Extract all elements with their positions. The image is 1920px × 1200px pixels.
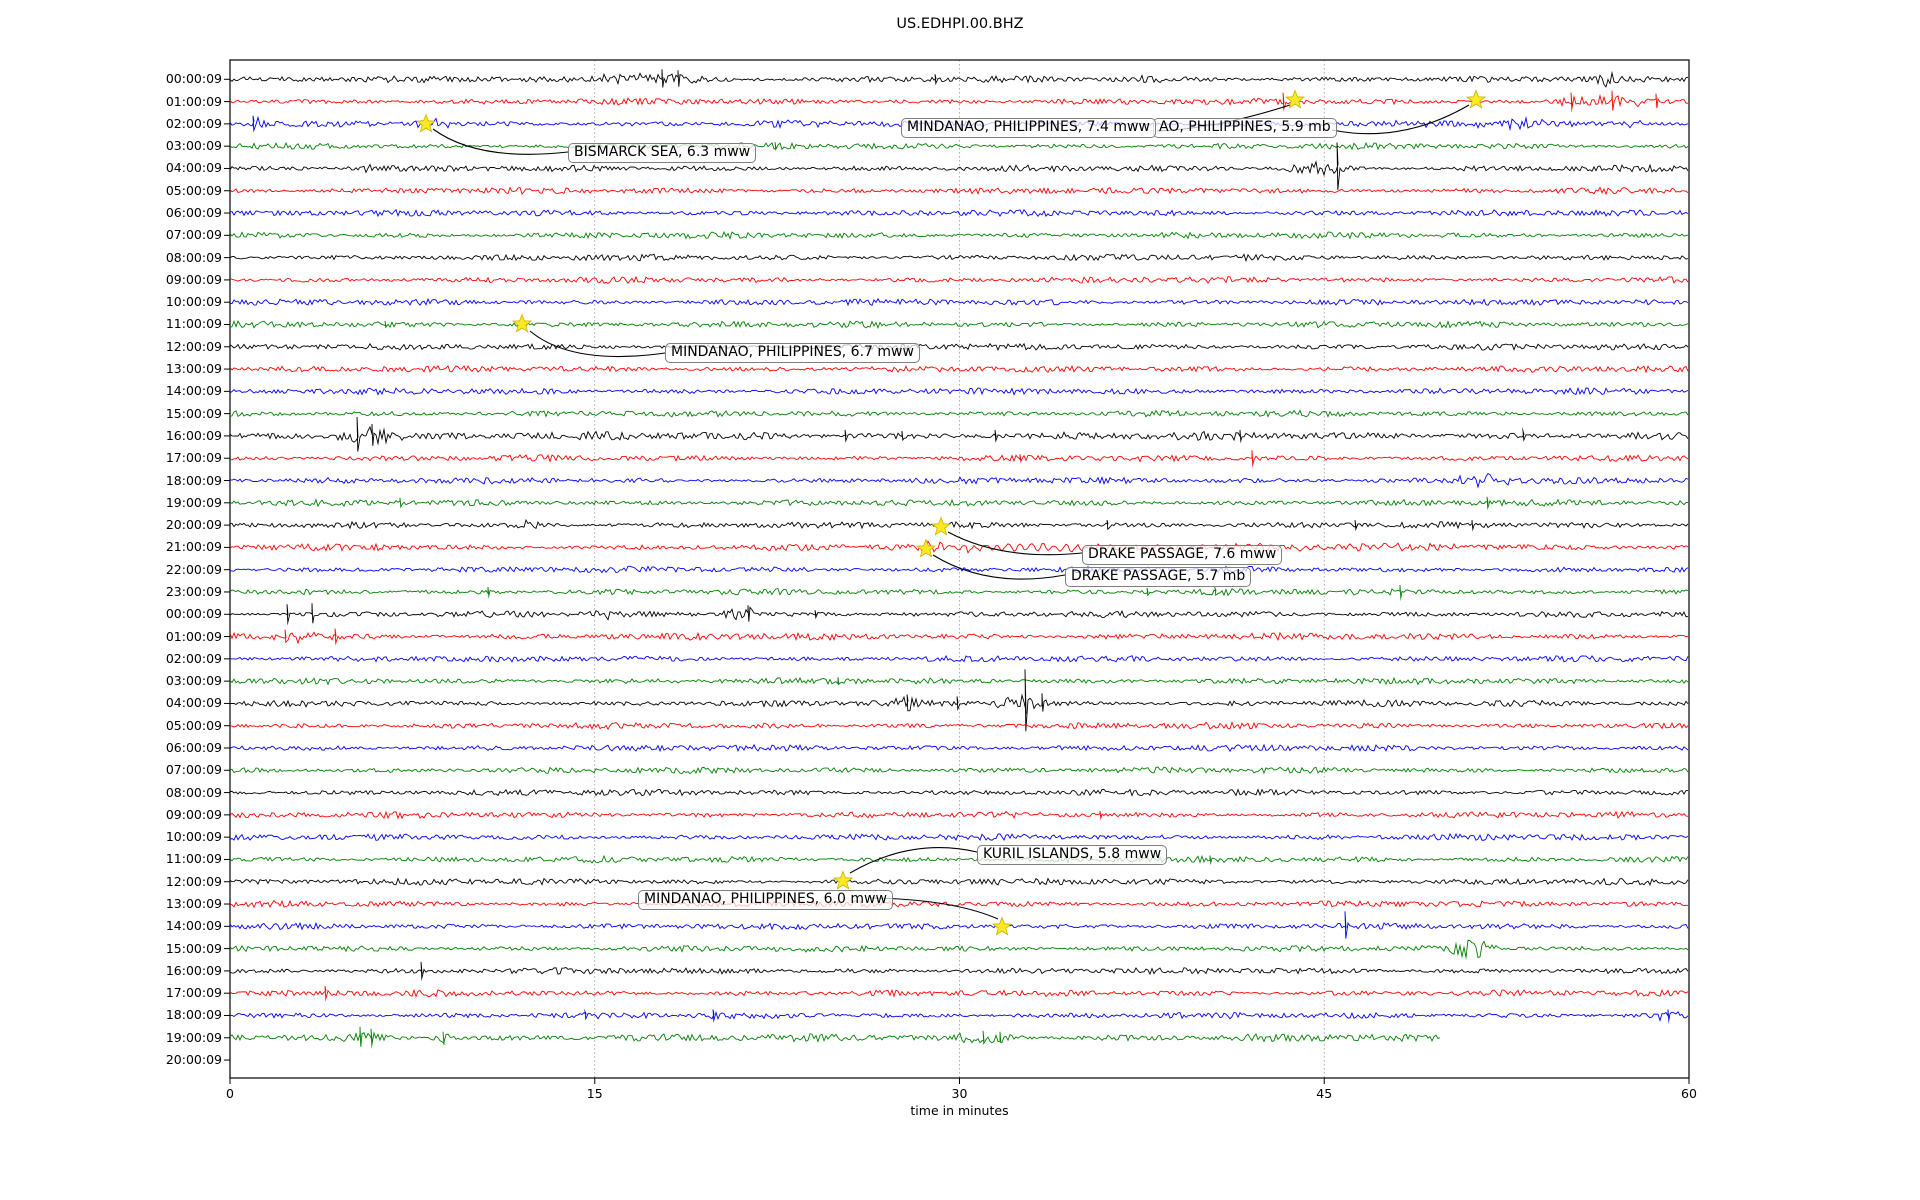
y-tick-label: 10:00:09 <box>165 829 222 845</box>
y-tick-label: 11:00:09 <box>165 316 222 332</box>
y-tick-label: 04:00:09 <box>165 695 222 711</box>
y-tick-label: 20:00:09 <box>165 1052 222 1068</box>
y-tick-label: 01:00:09 <box>165 93 222 109</box>
event-star-icon <box>1465 89 1487 109</box>
event-annotation: MINDANAO, PHILIPPINES, 6.7 mww <box>665 343 920 363</box>
event-annotation: KURIL ISLANDS, 5.8 mww <box>977 845 1168 865</box>
chart-title: US.EDHPI.00.BHZ <box>896 16 1024 32</box>
x-tick-label: 15 <box>586 1086 603 1101</box>
y-tick-label: 04:00:09 <box>165 160 222 176</box>
y-tick-label: 11:00:09 <box>165 851 222 867</box>
y-tick-label: 19:00:09 <box>165 1029 222 1045</box>
event-star-icon <box>511 313 533 333</box>
y-tick-label: 10:00:09 <box>165 294 222 310</box>
event-connector <box>1331 104 1470 135</box>
y-tick-label: 00:00:09 <box>165 71 222 87</box>
event-star-icon <box>415 113 437 133</box>
event-annotation: AO, PHILIPPINES, 5.9 mb <box>1153 118 1337 138</box>
y-tick-label: 18:00:09 <box>165 472 222 488</box>
y-tick-label: 09:00:09 <box>165 271 222 287</box>
x-tick-label: 30 <box>951 1086 968 1101</box>
event-star-icon <box>832 870 854 890</box>
y-tick-label: 17:00:09 <box>165 450 222 466</box>
event-annotation: BISMARCK SEA, 6.3 mww <box>568 143 757 163</box>
y-tick-label: 18:00:09 <box>165 1007 222 1023</box>
y-tick-label: 08:00:09 <box>165 249 222 265</box>
x-axis-label: time in minutes <box>910 1103 1009 1118</box>
y-tick-label: 17:00:09 <box>165 985 222 1001</box>
y-tick-label: 16:00:09 <box>165 427 222 443</box>
y-tick-label: 06:00:09 <box>165 205 222 221</box>
y-tick-label: 08:00:09 <box>165 784 222 800</box>
y-tick-label: 12:00:09 <box>165 338 222 354</box>
event-connector <box>947 531 1083 556</box>
x-tick-label: 45 <box>1316 1086 1333 1101</box>
y-tick-label: 21:00:09 <box>165 539 222 555</box>
y-tick-label: 09:00:09 <box>165 806 222 822</box>
x-tick-label: 0 <box>226 1086 234 1101</box>
y-tick-label: 02:00:09 <box>165 115 222 131</box>
event-star-icon <box>915 538 937 558</box>
y-tick-label: 00:00:09 <box>165 606 222 622</box>
y-tick-label: 23:00:09 <box>165 583 222 599</box>
x-tick-label: 60 <box>1681 1086 1697 1101</box>
y-tick-label: 20:00:09 <box>165 517 222 533</box>
y-tick-label: 07:00:09 <box>165 227 222 243</box>
y-tick-label: 14:00:09 <box>165 918 222 934</box>
y-tick-label: 22:00:09 <box>165 561 222 577</box>
y-tick-label: 15:00:09 <box>165 940 222 956</box>
event-star-icon <box>1284 89 1306 109</box>
y-tick-label: 13:00:09 <box>165 361 222 377</box>
y-tick-label: 19:00:09 <box>165 494 222 510</box>
y-tick-label: 13:00:09 <box>165 896 222 912</box>
y-tick-label: 05:00:09 <box>165 182 222 198</box>
y-tick-label: 03:00:09 <box>165 138 222 154</box>
event-annotation: MINDANAO, PHILIPPINES, 7.4 mww <box>901 118 1156 138</box>
event-star-icon <box>930 516 952 536</box>
event-connector <box>432 128 569 155</box>
event-connector <box>529 330 666 358</box>
y-tick-label: 05:00:09 <box>165 717 222 733</box>
y-tick-label: 01:00:09 <box>165 628 222 644</box>
event-annotation: DRAKE PASSAGE, 7.6 mww <box>1082 545 1283 565</box>
event-connector <box>932 554 1066 580</box>
y-tick-label: 02:00:09 <box>165 650 222 666</box>
y-tick-label: 15:00:09 <box>165 405 222 421</box>
y-tick-label: 03:00:09 <box>165 673 222 689</box>
y-tick-label: 12:00:09 <box>165 873 222 889</box>
y-tick-label: 06:00:09 <box>165 740 222 755</box>
event-connector <box>849 847 978 874</box>
event-star-icon <box>991 916 1013 936</box>
event-annotation: DRAKE PASSAGE, 5.7 mb <box>1065 567 1252 587</box>
y-tick-label: 14:00:09 <box>165 383 222 399</box>
y-tick-label: 07:00:09 <box>165 762 222 778</box>
y-tick-label: 16:00:09 <box>165 962 222 978</box>
event-annotation: MINDANAO, PHILIPPINES, 6.0 mww <box>638 890 893 910</box>
